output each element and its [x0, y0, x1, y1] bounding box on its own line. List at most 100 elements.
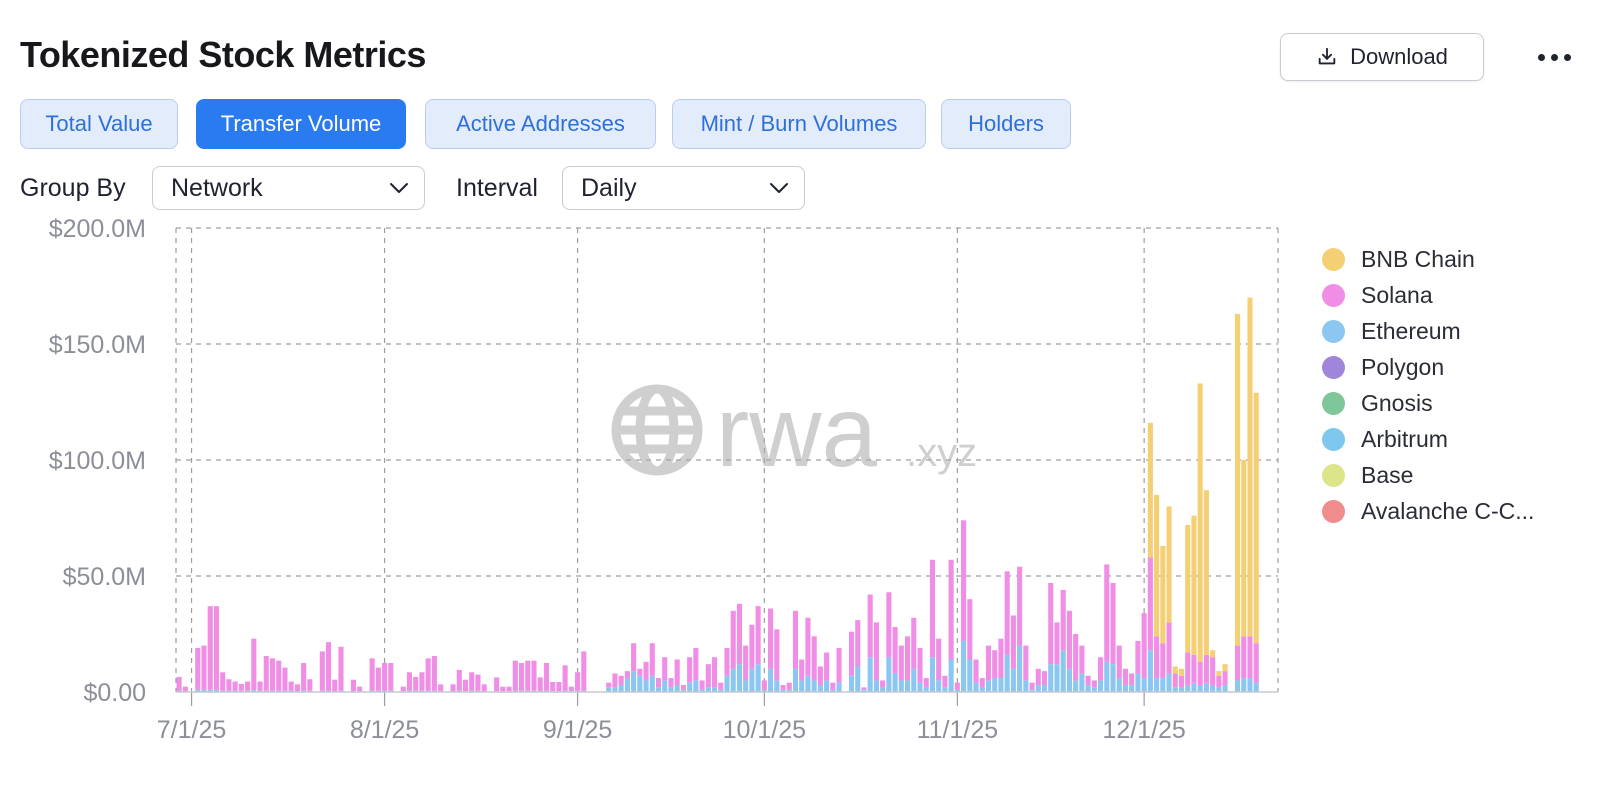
bar-segment-solana[interactable] [755, 606, 761, 665]
tab-total-value[interactable]: Total Value [20, 99, 178, 149]
bar-segment-solana[interactable] [419, 672, 425, 691]
bar-segment-solana[interactable] [263, 656, 269, 691]
bar-segment-ethereum[interactable] [998, 678, 1004, 692]
bar-segment-ethereum[interactable] [867, 657, 873, 692]
bar-segment-solana[interactable] [886, 592, 892, 658]
bar-segment-solana[interactable] [917, 647, 923, 683]
bar-segment-solana[interactable] [525, 660, 531, 691]
bar-segment-ethereum[interactable] [1054, 664, 1060, 692]
bar-segment-bnb-chain[interactable] [1247, 297, 1253, 637]
bar-segment-solana[interactable] [643, 661, 649, 681]
bar-segment-solana[interactable] [973, 659, 979, 683]
bar-segment-solana[interactable] [581, 651, 587, 691]
bar-segment-solana[interactable] [1023, 645, 1029, 681]
bar-segment-solana[interactable] [1197, 661, 1203, 686]
bar-segment-ethereum[interactable] [743, 680, 749, 692]
bar-segment-solana[interactable] [357, 686, 363, 692]
bar-segment-solana[interactable] [481, 684, 487, 692]
bar-segment-solana[interactable] [861, 687, 867, 690]
bar-segment-ethereum[interactable] [1041, 685, 1048, 692]
bar-segment-bnb-chain[interactable] [1216, 671, 1222, 676]
bar-segment-ethereum[interactable] [1010, 668, 1016, 692]
bar-segment-solana[interactable] [1122, 668, 1129, 686]
bar-segment-bnb-chain[interactable] [1197, 383, 1203, 662]
bar-segment-ethereum[interactable] [1060, 650, 1066, 692]
bar-segment-solana[interactable] [1210, 657, 1216, 686]
bar-segment-ethereum[interactable] [880, 687, 886, 692]
bar-segment-solana[interactable] [649, 643, 655, 676]
bar-segment-solana[interactable] [730, 610, 736, 669]
bar-segment-ethereum[interactable] [780, 689, 786, 692]
bar-segment-solana[interactable] [618, 675, 624, 686]
bar-segment-ethereum[interactable] [948, 659, 954, 692]
bar-segment-solana[interactable] [350, 679, 356, 692]
bar-segment-solana[interactable] [1253, 643, 1259, 683]
bar-segment-solana[interactable] [512, 660, 518, 691]
bar-segment-solana[interactable] [1104, 564, 1110, 662]
bar-segment-ethereum[interactable] [792, 668, 799, 692]
bar-segment-solana[interactable] [195, 647, 201, 690]
bar-segment-ethereum[interactable] [1122, 685, 1129, 692]
bar-segment-bnb-chain[interactable] [1210, 650, 1216, 658]
bar-segment-ethereum[interactable] [1079, 673, 1085, 692]
bar-segment-solana[interactable] [624, 671, 630, 679]
bar-segment-solana[interactable] [1141, 613, 1147, 679]
bar-segment-ethereum[interactable] [718, 689, 724, 692]
bar-segment-solana[interactable] [518, 663, 525, 691]
bar-segment-solana[interactable] [201, 645, 207, 690]
bar-segment-bnb-chain[interactable] [1172, 666, 1178, 674]
bar-segment-solana[interactable] [911, 617, 917, 669]
bar-segment-ethereum[interactable] [836, 682, 842, 692]
bar-segment-solana[interactable] [1073, 634, 1079, 681]
group-by-select[interactable]: Network [152, 166, 425, 210]
bar-segment-solana[interactable] [325, 642, 332, 691]
bar-segment-ethereum[interactable] [624, 678, 630, 692]
bar-segment-solana[interactable] [375, 667, 381, 691]
bar-segment-ethereum[interactable] [1004, 654, 1010, 692]
bar-segment-ethereum[interactable] [1135, 673, 1141, 692]
bar-segment-solana[interactable] [662, 657, 668, 681]
bar-segment-ethereum[interactable] [655, 687, 662, 692]
bar-segment-solana[interactable] [431, 656, 437, 691]
bar-segment-ethereum[interactable] [1154, 678, 1160, 692]
bar-segment-solana[interactable] [1041, 671, 1048, 686]
bar-segment-ethereum[interactable] [1178, 687, 1185, 692]
bar-segment-bnb-chain[interactable] [1253, 392, 1259, 644]
bar-segment-ethereum[interactable] [961, 640, 967, 692]
bar-segment-ethereum[interactable] [1203, 682, 1209, 692]
bar-segment-solana[interactable] [749, 624, 755, 669]
bar-segment-bnb-chain[interactable] [1147, 422, 1153, 558]
bar-segment-solana[interactable] [1247, 636, 1253, 679]
bar-segment-ethereum[interactable] [1066, 668, 1072, 692]
bar-segment-ethereum[interactable] [1216, 687, 1222, 692]
bar-segment-solana[interactable] [761, 680, 767, 690]
bar-segment-ethereum[interactable] [954, 689, 960, 692]
legend-item-base[interactable]: Base [1322, 460, 1413, 490]
bar-segment-solana[interactable] [743, 645, 749, 681]
bar-segment-ethereum[interactable] [195, 689, 201, 692]
legend-item-avalanche[interactable]: Avalanche C-C... [1322, 496, 1534, 526]
bar-segment-ethereum[interactable] [1166, 673, 1172, 692]
bar-segment-solana[interactable] [506, 686, 512, 692]
bar-segment-solana[interactable] [961, 520, 967, 641]
bar-segment-ethereum[interactable] [1222, 685, 1228, 692]
bar-segment-ethereum[interactable] [618, 685, 624, 692]
bar-segment-ethereum[interactable] [923, 687, 929, 692]
bar-segment-solana[interactable] [954, 682, 960, 690]
bar-segment-solana[interactable] [824, 652, 830, 681]
legend-item-ethereum[interactable]: Ethereum [1322, 316, 1461, 346]
bar-segment-solana[interactable] [469, 672, 475, 691]
bar-segment-bnb-chain[interactable] [1222, 664, 1228, 672]
legend-item-polygon[interactable]: Polygon [1322, 352, 1444, 382]
bar-segment-ethereum[interactable] [936, 680, 942, 692]
bar-segment-solana[interactable] [294, 684, 300, 692]
legend-item-solana[interactable]: Solana [1322, 280, 1433, 310]
bar-segment-ethereum[interactable] [873, 680, 879, 692]
bar-segment-ethereum[interactable] [755, 664, 761, 692]
bar-segment-ethereum[interactable] [861, 689, 867, 692]
tab-active-addresses[interactable]: Active Addresses [425, 99, 656, 149]
bar-segment-bnb-chain[interactable] [1203, 490, 1209, 655]
bar-segment-solana[interactable] [213, 606, 220, 690]
bar-segment-ethereum[interactable] [985, 680, 992, 692]
bar-segment-solana[interactable] [438, 684, 444, 692]
